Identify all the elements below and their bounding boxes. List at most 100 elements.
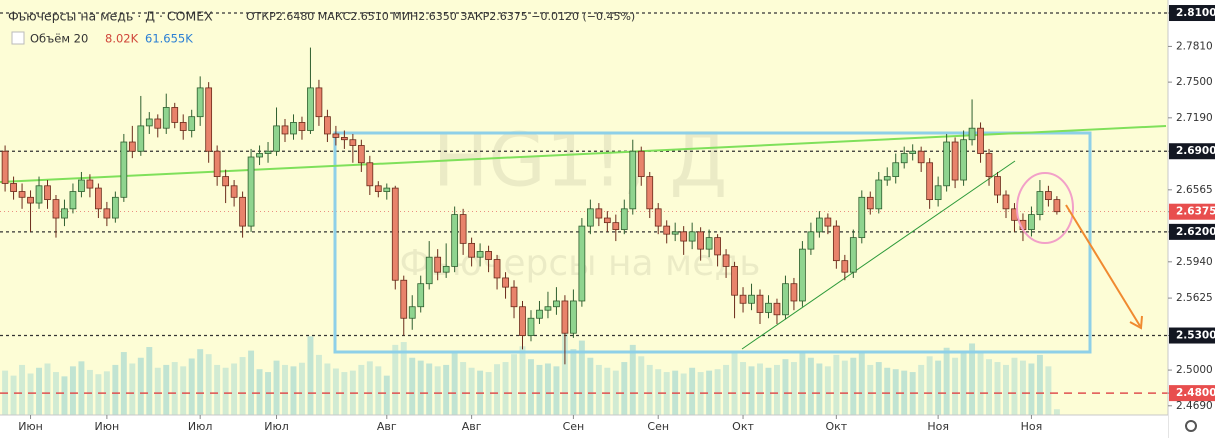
volume-bar (578, 340, 585, 415)
candle-body (544, 306, 552, 311)
candle-body (510, 286, 518, 308)
x-tick-label: Окт (825, 420, 847, 433)
candle-body (951, 141, 959, 181)
volume-bar (78, 361, 85, 415)
volume-bar (782, 359, 789, 415)
arrow-head (1129, 315, 1143, 330)
volume-bar (1036, 354, 1043, 415)
candle-body (485, 251, 492, 260)
volume-bar (892, 369, 899, 415)
volume-bar (663, 372, 670, 415)
x-tick-label: Июл (264, 420, 289, 433)
volume-bar (553, 366, 560, 415)
candle-body (773, 302, 781, 316)
volume-bar (146, 347, 153, 415)
collapse-button[interactable] (11, 31, 25, 45)
volume-bar (282, 364, 288, 415)
candle-body (688, 231, 696, 242)
candle-body (841, 260, 849, 273)
candle-body (264, 150, 272, 154)
volume-bar (765, 367, 772, 415)
candle-body (654, 208, 662, 227)
volume-bar (943, 347, 950, 415)
candle-body (95, 187, 102, 210)
candle-body (595, 208, 603, 219)
volume-bar (799, 350, 806, 415)
volume-bar (1053, 409, 1060, 415)
settings-icon[interactable] (1185, 420, 1197, 432)
volume-bar (884, 367, 891, 415)
candle-body (883, 176, 891, 181)
candle-body (909, 150, 917, 154)
candle-body (1002, 194, 1010, 210)
candle-body (78, 179, 85, 192)
candle-body (553, 300, 560, 308)
candle-body (536, 309, 543, 319)
volume-bar (485, 372, 492, 415)
volume-bar (689, 367, 696, 415)
candle-body (748, 294, 755, 304)
candle-body (408, 306, 416, 319)
x-tick-label: Сен (647, 420, 669, 433)
volume-bar (807, 357, 814, 415)
volume-bar (61, 376, 68, 415)
candle-body (1036, 191, 1044, 215)
support-line (741, 160, 1016, 350)
y-tick-badge (1169, 327, 1215, 344)
candle-body (637, 150, 645, 177)
volume-bar (612, 370, 619, 415)
volume-bar (706, 370, 713, 415)
candle-body (52, 199, 60, 219)
candle-body (612, 222, 620, 230)
volume-bar (231, 363, 238, 415)
volume-bar (858, 352, 865, 415)
chart-title: Фьючерсы на медь · Д · COMEX (8, 9, 213, 24)
y-tick-badge (1169, 5, 1215, 22)
levels-layer (0, 12, 1168, 394)
candle-body (985, 153, 993, 177)
candle-body (994, 176, 1001, 196)
candle-body (222, 176, 229, 187)
volume-bar (655, 369, 662, 415)
volume-bar (638, 356, 645, 415)
y-tick-label: 2.7190 (1176, 112, 1213, 124)
volume-bar (36, 367, 42, 415)
candle-body (977, 127, 984, 154)
volume-bar (214, 364, 221, 415)
candle-body (239, 196, 246, 227)
candle-body (858, 196, 866, 239)
volume-bar (494, 364, 501, 415)
y-tick-label: 2.6200 (1176, 226, 1215, 238)
candle-body (570, 300, 577, 334)
volume-bar (129, 363, 136, 415)
candle-body (357, 145, 365, 164)
volume-bar (935, 360, 942, 415)
volume-bar (375, 366, 382, 415)
candle-body (247, 156, 255, 227)
volume-bar (426, 363, 433, 415)
candle-body (417, 283, 425, 308)
volume-bar (960, 353, 967, 415)
candle-body (434, 256, 442, 273)
candle-body (273, 125, 280, 152)
candle-body (61, 208, 68, 219)
volume-bar (188, 358, 195, 415)
volume-bar (723, 364, 730, 415)
x-tick-label: Авг (462, 420, 482, 433)
volume-bar (731, 353, 738, 415)
highlight-ellipse (1016, 172, 1074, 244)
candle-body (459, 214, 467, 244)
volume-bar (536, 364, 543, 415)
candle-body (44, 185, 51, 201)
y-tick-label: 2.5940 (1176, 256, 1213, 268)
candle-body (315, 87, 323, 118)
volume-bar (239, 357, 246, 415)
candle-body (332, 133, 340, 138)
candle-body (671, 231, 679, 235)
x-tick-label: Авг (377, 420, 397, 433)
volume-bar (10, 375, 17, 415)
volume-bar (867, 364, 874, 415)
volume-bar (383, 375, 390, 415)
volume-bar (528, 359, 534, 415)
candle-body (731, 266, 738, 296)
